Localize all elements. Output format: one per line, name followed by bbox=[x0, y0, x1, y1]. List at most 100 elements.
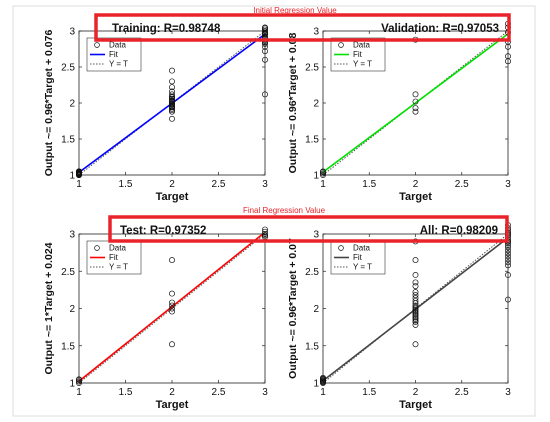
initial-highlight-box bbox=[94, 13, 511, 42]
data-point bbox=[169, 100, 175, 107]
data-point bbox=[262, 30, 268, 37]
data-point bbox=[412, 317, 419, 324]
legend-entry: Fit bbox=[353, 253, 363, 262]
data-point bbox=[412, 272, 419, 278]
data-point bbox=[505, 296, 511, 303]
data-point bbox=[76, 378, 82, 385]
y-axis-label: Output ~= 0.96*Target + 0.08 bbox=[287, 32, 299, 173]
data-point bbox=[169, 257, 175, 264]
y-axis-label: Output ~= 1*Target + 0.024 bbox=[43, 242, 55, 374]
data-point bbox=[412, 298, 419, 304]
data-point bbox=[262, 43, 268, 50]
y-tick-label: 1.5 bbox=[305, 135, 319, 146]
y-tick-label: 2.5 bbox=[61, 63, 75, 74]
data-point bbox=[505, 272, 511, 278]
data-point bbox=[169, 115, 175, 122]
data-point bbox=[412, 310, 419, 316]
x-tick-label: 2 bbox=[413, 179, 419, 190]
y-tick-label: 1 bbox=[313, 171, 319, 182]
x-tick-label: 2 bbox=[413, 387, 419, 398]
y-tick-label: 2.5 bbox=[305, 63, 319, 74]
initial-regression-annotation: Initial Regression Value bbox=[253, 6, 337, 15]
data-point bbox=[412, 108, 419, 115]
data-point bbox=[412, 313, 419, 319]
x-axis-label: Target bbox=[156, 191, 189, 203]
data-point bbox=[412, 314, 419, 321]
legend-data-marker bbox=[94, 42, 100, 48]
data-point bbox=[262, 232, 268, 239]
data-point bbox=[505, 58, 511, 65]
data-point bbox=[505, 262, 511, 269]
data-point bbox=[505, 43, 511, 50]
data-point bbox=[169, 91, 175, 98]
legend-data-marker bbox=[338, 42, 344, 48]
data-point bbox=[262, 231, 268, 237]
legend-entry: Y = T bbox=[353, 263, 372, 272]
data-point bbox=[262, 56, 268, 63]
y-tick-label: 1.5 bbox=[61, 341, 75, 352]
data-point bbox=[505, 256, 511, 263]
data-point bbox=[169, 107, 175, 114]
data-point bbox=[169, 305, 175, 312]
x-tick-label: 1 bbox=[320, 387, 326, 398]
data-point bbox=[320, 170, 326, 177]
data-point bbox=[412, 91, 419, 98]
legend-box bbox=[330, 37, 386, 72]
data-point bbox=[262, 48, 268, 55]
legend-entry: Data bbox=[109, 41, 126, 50]
x-tick-label: 3 bbox=[505, 179, 511, 190]
panel-title: All: R=0.98209 bbox=[420, 225, 498, 237]
data-point bbox=[412, 289, 419, 296]
data-point bbox=[412, 315, 419, 322]
y-tick-label: 2 bbox=[313, 304, 319, 315]
data-point bbox=[412, 302, 419, 309]
y-tick-label: 2.5 bbox=[305, 267, 319, 278]
data-point bbox=[169, 78, 175, 85]
legend-data-marker bbox=[338, 245, 344, 251]
data-point bbox=[412, 341, 419, 348]
x-tick-label: 1 bbox=[76, 179, 82, 190]
data-point bbox=[169, 67, 175, 74]
panel-title: Training: R=0.98748 bbox=[112, 23, 221, 35]
data-point bbox=[505, 250, 511, 257]
data-point bbox=[412, 321, 419, 328]
data-point bbox=[169, 103, 175, 110]
y-tick-label: 2.5 bbox=[61, 267, 75, 278]
x-axis-label: Target bbox=[399, 399, 432, 411]
panel-title: Test: R=0.97352 bbox=[120, 225, 206, 237]
data-point bbox=[412, 105, 419, 111]
legend-entry: Fit bbox=[109, 253, 119, 262]
x-tick-label: 1.5 bbox=[119, 387, 133, 398]
data-point bbox=[169, 290, 175, 297]
legend-entry: Data bbox=[353, 244, 370, 253]
data-point bbox=[412, 305, 419, 312]
x-tick-label: 1.5 bbox=[362, 179, 376, 190]
y-tick-label: 2 bbox=[69, 99, 75, 110]
x-tick-label: 2.5 bbox=[212, 387, 226, 398]
final-highlight-box bbox=[108, 215, 509, 243]
data-point bbox=[505, 259, 511, 266]
data-point bbox=[76, 376, 82, 383]
y-tick-label: 1.5 bbox=[61, 135, 75, 146]
y-tick-label: 1 bbox=[313, 379, 319, 390]
y-tick-label: 3 bbox=[313, 230, 319, 241]
data-point bbox=[505, 253, 511, 260]
y-tick-label: 1 bbox=[69, 379, 75, 390]
data-point bbox=[262, 91, 268, 98]
final-regression-annotation: Final Regression Value bbox=[243, 206, 326, 215]
x-tick-label: 2 bbox=[169, 179, 175, 190]
data-point bbox=[320, 172, 326, 178]
x-tick-label: 3 bbox=[262, 387, 268, 398]
data-point bbox=[412, 279, 419, 286]
legend-entry: Y = T bbox=[109, 263, 128, 272]
data-point bbox=[412, 307, 419, 313]
x-axis-label: Target bbox=[156, 399, 189, 411]
data-point bbox=[412, 283, 419, 290]
y-tick-label: 1.5 bbox=[305, 341, 319, 352]
legend-entry: Data bbox=[109, 244, 126, 253]
data-point bbox=[412, 304, 419, 310]
data-point bbox=[262, 28, 268, 34]
